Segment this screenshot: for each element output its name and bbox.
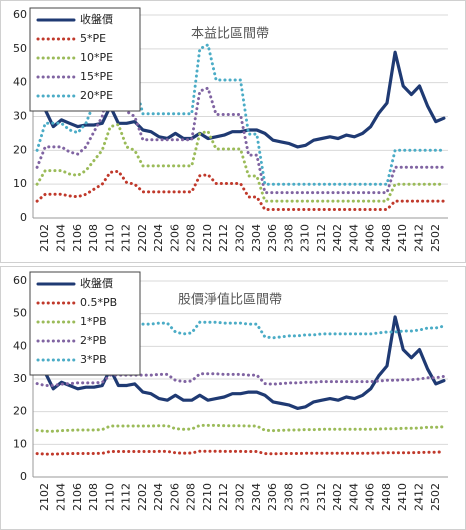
x-tick-label: 2502 xyxy=(429,224,442,252)
legend-label: 10*PE xyxy=(80,51,113,64)
x-tick-label: 2208 xyxy=(185,224,198,252)
y-tick-label: 30 xyxy=(13,372,27,385)
series-line xyxy=(35,123,446,203)
x-tick-label: 2112 xyxy=(120,483,133,511)
series-line xyxy=(35,423,446,433)
x-tick-label: 2312 xyxy=(315,483,328,511)
x-tick-label: 2312 xyxy=(315,224,328,252)
y-tick-label: 0 xyxy=(20,211,27,224)
y-tick-label: 20 xyxy=(13,405,27,418)
x-tick-label: 2202 xyxy=(136,224,149,252)
x-tick-label: 2310 xyxy=(299,483,312,511)
x-tick-label: 2402 xyxy=(331,483,344,511)
legend-box xyxy=(29,271,141,376)
y-tick-label: 20 xyxy=(13,143,27,156)
x-tick-label: 2406 xyxy=(364,483,377,511)
legend-label: 0.5*PB xyxy=(80,296,117,309)
y-tick-label: 60 xyxy=(13,274,27,287)
x-tick-label: 2208 xyxy=(185,483,198,511)
x-tick-label: 2206 xyxy=(168,483,181,511)
x-tick-label: 2102 xyxy=(38,483,51,511)
x-tick-label: 2304 xyxy=(250,483,263,511)
x-tick-label: 2104 xyxy=(54,224,67,252)
x-tick-label: 2306 xyxy=(266,483,279,511)
y-tick-label: 30 xyxy=(13,110,27,123)
series-line xyxy=(35,372,446,387)
x-tick-label: 2110 xyxy=(103,483,116,511)
x-tick-label: 2110 xyxy=(103,224,116,252)
x-tick-label: 2302 xyxy=(234,483,247,511)
x-tick-label: 2310 xyxy=(299,224,312,252)
x-tick-label: 2412 xyxy=(413,224,426,252)
x-tick-label: 2210 xyxy=(201,483,214,511)
x-tick-label: 2304 xyxy=(250,224,263,252)
legend-box xyxy=(29,7,141,112)
x-tick-label: 2106 xyxy=(71,224,84,252)
x-tick-label: 2108 xyxy=(87,224,100,252)
legend-label: 15*PE xyxy=(80,70,113,83)
series-line xyxy=(35,29,446,186)
x-tick-label: 2202 xyxy=(136,483,149,511)
series-line xyxy=(35,169,446,211)
legend-label: 2*PB xyxy=(80,334,107,347)
series-line xyxy=(35,50,446,149)
x-tick-label: 2112 xyxy=(120,224,133,252)
x-tick-label: 2108 xyxy=(87,483,100,511)
y-tick-label: 60 xyxy=(13,8,27,21)
x-tick-label: 2406 xyxy=(364,224,377,252)
x-tick-label: 2102 xyxy=(38,224,51,252)
x-tick-label: 2408 xyxy=(380,483,393,511)
legend: 收盤價 0.5*PB 1*PB 2*PB 3*PB xyxy=(29,271,141,376)
x-tick-label: 2106 xyxy=(71,483,84,511)
x-tick-label: 2210 xyxy=(201,224,214,252)
y-tick-label: 0 xyxy=(20,470,27,483)
y-tick-label: 10 xyxy=(13,177,27,190)
y-tick-label: 40 xyxy=(13,76,27,89)
x-tick-label: 2308 xyxy=(282,483,295,511)
x-tick-label: 2410 xyxy=(396,224,409,252)
x-tick-label: 2412 xyxy=(413,483,426,511)
y-tick-label: 10 xyxy=(13,437,27,450)
x-tick-label: 2402 xyxy=(331,224,344,252)
series-line xyxy=(35,315,446,410)
x-tick-label: 2204 xyxy=(152,224,165,252)
x-tick-label: 2408 xyxy=(380,224,393,252)
x-tick-label: 2104 xyxy=(54,483,67,511)
legend-label: 1*PB xyxy=(80,315,107,328)
x-tick-label: 2212 xyxy=(217,483,230,511)
series-line xyxy=(35,449,446,456)
y-tick-label: 50 xyxy=(13,307,27,320)
x-tick-label: 2502 xyxy=(429,483,442,511)
x-tick-label: 2302 xyxy=(234,224,247,252)
x-tick-label: 2410 xyxy=(396,483,409,511)
x-tick-label: 2306 xyxy=(266,224,279,252)
legend-label: 3*PB xyxy=(80,353,107,366)
legend-label: 收盤價 xyxy=(80,276,113,290)
x-tick-label: 2212 xyxy=(217,224,230,252)
x-tick-label: 2404 xyxy=(347,224,360,252)
legend: 收盤價 5*PE 10*PE 15*PE 20*PE xyxy=(29,7,141,112)
x-tick-label: 2206 xyxy=(168,224,181,252)
x-tick-label: 2204 xyxy=(152,483,165,511)
legend-label: 20*PE xyxy=(80,89,113,102)
chart-title: 股價淨值比區間帶 xyxy=(178,292,282,308)
legend-label: 5*PE xyxy=(80,32,106,45)
y-tick-label: 50 xyxy=(13,42,27,55)
chart-title: 本益比區間帶 xyxy=(191,27,269,42)
x-tick-label: 2308 xyxy=(282,224,295,252)
legend-label: 收盤價 xyxy=(80,12,113,26)
x-tick-label: 2404 xyxy=(347,483,360,511)
y-tick-label: 40 xyxy=(13,339,27,352)
